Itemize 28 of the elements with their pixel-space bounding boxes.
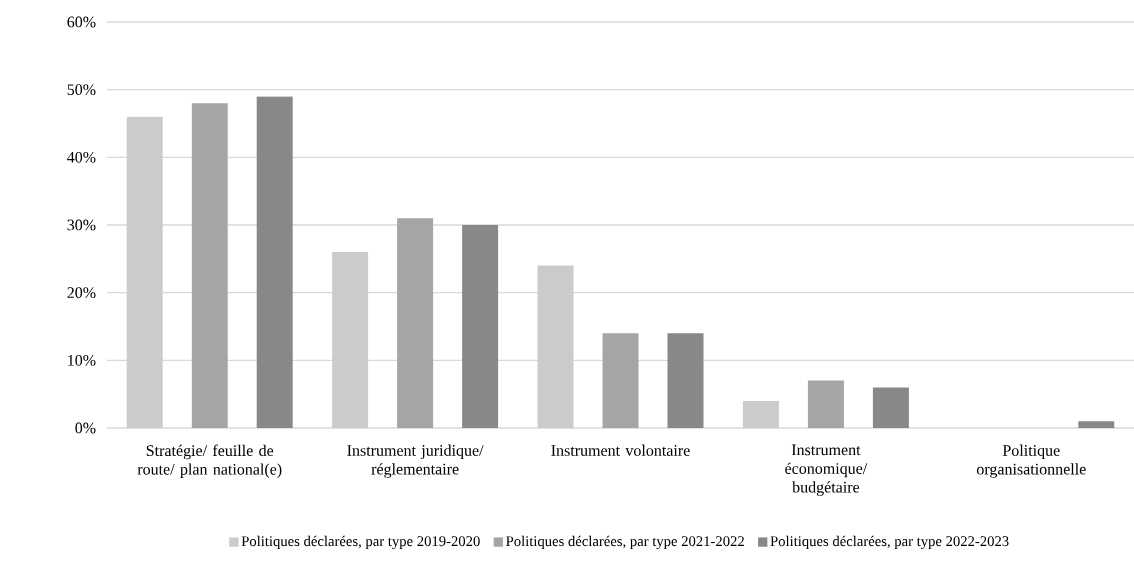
legend-label: Politiques déclarées, par type 2019-2020 [241,535,480,550]
x-tick-label: Instrument économique/ budgétaire [785,444,868,496]
y-tick-label: 50% [67,84,96,96]
y-tick-label: 10% [68,354,96,366]
bar [602,333,639,428]
bar [872,387,909,428]
y-tick-label: 0% [75,422,96,434]
y-tick-label: 60% [67,16,96,28]
bar [256,96,293,428]
bar [742,400,779,428]
legend-label: Politiques déclarées, par type 2021-2022 [506,535,744,550]
y-tick-label: 20% [67,287,96,299]
bar [667,333,704,428]
x-tick-label: Politique organisationnelle [976,444,1086,478]
bar [537,265,574,428]
bar [807,380,844,428]
bar [191,103,228,428]
bar [332,252,369,428]
x-tick-label: Instrument juridique/ réglementaire [347,444,484,478]
bar [462,224,499,428]
x-tick-label: Instrument volontaire [551,444,690,456]
y-tick-label: 40% [67,151,96,163]
bar [397,218,434,428]
x-tick-label: Stratégie/ feuille de route/ plan national(e) [137,444,282,478]
bar [1078,421,1115,428]
legend-label: Politiques déclarées, par type 2022-2023 [770,535,1009,550]
y-tick-label: 30% [67,219,96,231]
bar [126,116,163,428]
